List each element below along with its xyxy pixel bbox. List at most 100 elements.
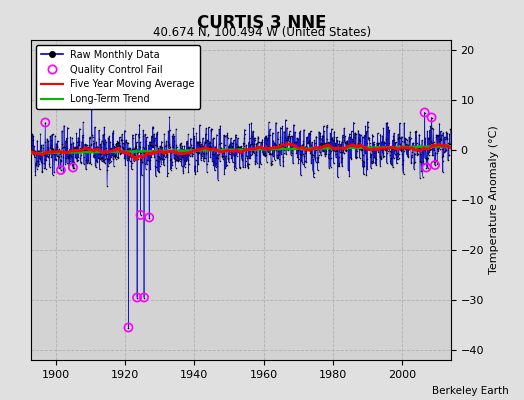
Point bbox=[180, 143, 189, 149]
Point bbox=[290, 143, 299, 150]
Point bbox=[88, 132, 96, 138]
Point bbox=[389, 164, 397, 170]
Point bbox=[46, 133, 54, 139]
Point bbox=[157, 160, 165, 167]
Point bbox=[299, 161, 307, 167]
Point bbox=[142, 146, 150, 153]
Point bbox=[419, 144, 428, 151]
Point bbox=[301, 148, 310, 155]
Point bbox=[64, 155, 72, 162]
Point bbox=[201, 140, 210, 146]
Point bbox=[440, 136, 449, 142]
Point bbox=[308, 154, 316, 160]
Point bbox=[50, 169, 59, 176]
Point bbox=[313, 167, 322, 173]
Point bbox=[211, 145, 220, 152]
Point bbox=[432, 132, 440, 138]
Point bbox=[133, 294, 141, 301]
Point bbox=[435, 120, 444, 127]
Point bbox=[355, 155, 364, 161]
Point bbox=[108, 152, 116, 158]
Point bbox=[314, 155, 322, 162]
Point bbox=[298, 142, 307, 149]
Point bbox=[129, 148, 138, 154]
Point bbox=[346, 154, 355, 160]
Point bbox=[366, 146, 374, 152]
Point bbox=[48, 131, 57, 137]
Point bbox=[126, 148, 134, 154]
Point bbox=[104, 134, 113, 141]
Point bbox=[363, 156, 371, 162]
Point bbox=[59, 154, 68, 160]
Point bbox=[155, 147, 163, 154]
Point bbox=[366, 154, 375, 160]
Point bbox=[47, 154, 56, 160]
Point bbox=[234, 144, 243, 150]
Point bbox=[230, 152, 238, 159]
Point bbox=[245, 139, 253, 146]
Point bbox=[418, 137, 426, 144]
Point bbox=[212, 131, 221, 138]
Point bbox=[168, 162, 176, 168]
Point bbox=[369, 154, 378, 161]
Point bbox=[235, 144, 244, 150]
Point bbox=[404, 154, 412, 160]
Point bbox=[50, 156, 59, 162]
Point bbox=[201, 131, 210, 137]
Point bbox=[255, 139, 263, 145]
Point bbox=[348, 143, 356, 150]
Point bbox=[320, 123, 328, 129]
Point bbox=[194, 161, 202, 167]
Point bbox=[444, 157, 452, 164]
Point bbox=[275, 152, 283, 158]
Point bbox=[108, 130, 117, 136]
Point bbox=[329, 137, 337, 143]
Point bbox=[443, 136, 451, 142]
Point bbox=[53, 144, 61, 150]
Point bbox=[358, 164, 367, 170]
Point bbox=[181, 164, 189, 170]
Point bbox=[354, 127, 363, 134]
Point bbox=[282, 137, 291, 143]
Point bbox=[311, 154, 319, 161]
Point bbox=[252, 158, 260, 164]
Point bbox=[396, 141, 405, 147]
Point bbox=[226, 140, 235, 147]
Point bbox=[148, 142, 156, 149]
Point bbox=[238, 156, 246, 162]
Point bbox=[140, 294, 148, 301]
Point bbox=[424, 152, 433, 158]
Point bbox=[97, 143, 105, 150]
Point bbox=[415, 132, 423, 138]
Point bbox=[37, 160, 46, 166]
Point bbox=[174, 147, 183, 153]
Point bbox=[114, 155, 123, 162]
Point bbox=[36, 153, 44, 160]
Point bbox=[58, 141, 67, 148]
Point bbox=[32, 158, 41, 164]
Point bbox=[180, 146, 188, 152]
Point bbox=[254, 134, 263, 141]
Point bbox=[94, 155, 103, 161]
Point bbox=[311, 149, 320, 155]
Point bbox=[214, 151, 223, 158]
Point bbox=[325, 165, 333, 171]
Point bbox=[438, 132, 446, 138]
Point bbox=[69, 159, 78, 165]
Point bbox=[223, 133, 232, 140]
Point bbox=[417, 159, 425, 165]
Point bbox=[153, 142, 161, 149]
Point bbox=[216, 123, 224, 129]
Point bbox=[417, 151, 425, 157]
Point bbox=[428, 140, 436, 146]
Point bbox=[117, 136, 126, 143]
Point bbox=[175, 150, 183, 156]
Point bbox=[176, 142, 184, 148]
Point bbox=[119, 148, 128, 155]
Point bbox=[143, 134, 151, 141]
Point bbox=[137, 172, 146, 178]
Point bbox=[202, 150, 211, 156]
Point bbox=[326, 130, 334, 137]
Point bbox=[101, 156, 109, 162]
Point bbox=[79, 119, 88, 126]
